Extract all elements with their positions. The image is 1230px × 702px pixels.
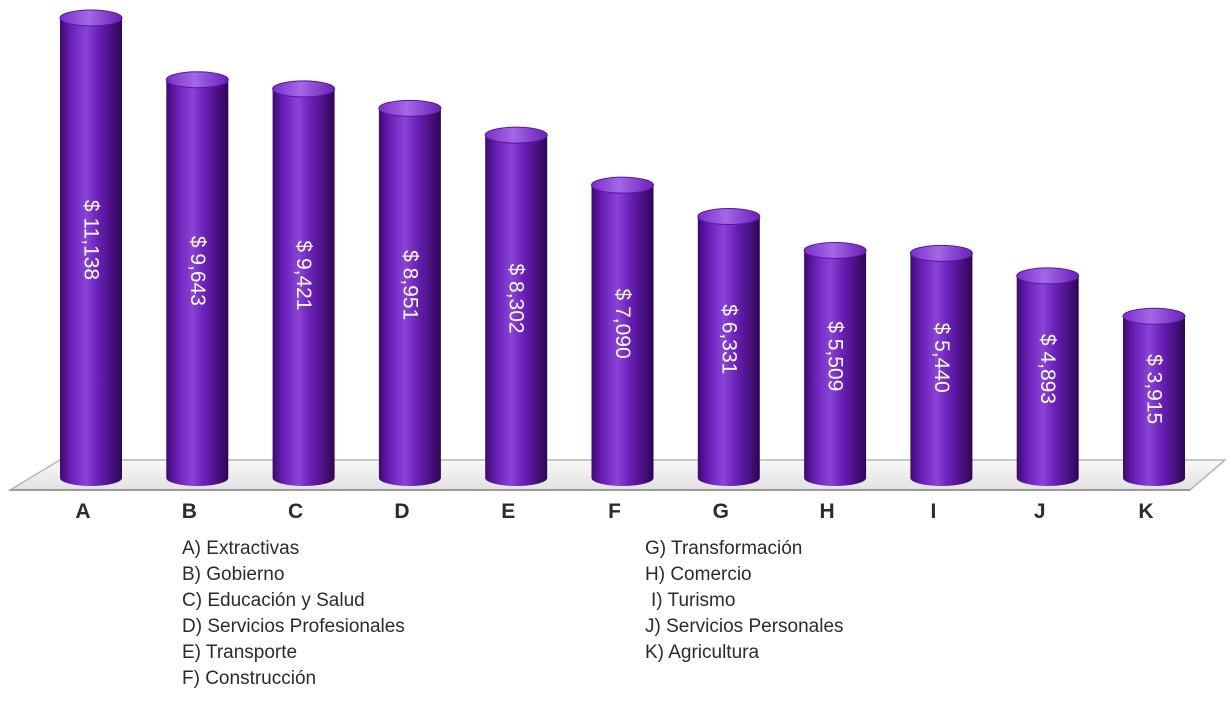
legend-left-column: A) Extractivas B) Gobierno C) Educación … [182, 536, 405, 692]
bar-value-label: $ 4,893 [1036, 334, 1059, 404]
x-tick-label: E [501, 500, 515, 523]
bar-G: $ 6,331 [697, 208, 761, 486]
bar-value-label: $ 9,643 [186, 236, 209, 306]
bar-value-label: $ 8,302 [505, 264, 528, 334]
legend-item: H) Comercio [645, 564, 752, 585]
legend-item: F) Construcción [182, 668, 317, 689]
x-tick-label: G [713, 500, 729, 523]
bar-value-label: $ 11,138 [80, 200, 103, 280]
legend-item: G) Transformación [645, 538, 803, 559]
legend-item: D) Servicios Profesionales [182, 616, 405, 637]
x-tick-label: C [288, 500, 303, 523]
legend-item: B) Gobierno [182, 564, 285, 585]
x-tick-label: K [1138, 500, 1153, 523]
bar-top [803, 241, 867, 259]
bar-value-label: $ 9,421 [292, 240, 315, 310]
x-tick-label: A [75, 500, 90, 523]
legend-item: A) Extractivas [182, 538, 300, 559]
x-tick-label: D [394, 500, 409, 523]
bar-body [378, 108, 441, 487]
bar-top [1122, 307, 1186, 325]
bar-I: $ 5,440 [909, 244, 973, 486]
bar-J: $ 4,893 [1016, 267, 1080, 486]
bar-body [910, 253, 973, 486]
x-tick-labels: A B C D E F G H I J K [75, 500, 1153, 523]
bar-top [378, 99, 442, 117]
bar-value-label: $ 8,951 [398, 250, 421, 320]
bar-value-label: $ 3,915 [1143, 354, 1166, 424]
bar-D: $ 8,951 [378, 99, 442, 487]
bar-top [484, 126, 548, 144]
legend-item: J) Servicios Personales [645, 616, 844, 637]
x-tick-label: J [1034, 500, 1046, 523]
bar-top [59, 9, 123, 27]
bar-body [804, 250, 867, 486]
bars-layer: $ 11,138 $ 9,643 $ 9,421 $ 8,951 $ 8,302 $ 7,… [59, 9, 1186, 487]
legend-item: E) Transporte [182, 642, 298, 663]
bar-body [485, 135, 548, 486]
legend-right-column: G) Transformación H) Comercio I) Turismo… [645, 536, 844, 666]
bar-value-label: $ 7,090 [611, 289, 634, 359]
bar-value-label: $ 6,331 [717, 304, 740, 374]
bar-F: $ 7,090 [591, 176, 654, 486]
bar-top [272, 80, 336, 98]
x-tick-label: B [182, 500, 197, 523]
bar-E: $ 8,302 [484, 126, 548, 486]
x-tick-label: I [930, 500, 936, 523]
bar-A: $ 11,138 [59, 9, 123, 486]
bar-top [909, 244, 973, 262]
bar-value-label: $ 5,440 [930, 323, 953, 393]
bar-value-label: $ 5,509 [824, 321, 847, 391]
bar-body [166, 79, 229, 486]
bar-B: $ 9,643 [165, 71, 229, 486]
bar-body [272, 88, 335, 486]
bar-body [591, 185, 654, 486]
bar-body [697, 216, 760, 486]
x-tick-label: F [608, 500, 621, 523]
x-tick-label: H [820, 500, 835, 523]
bar-top [1016, 267, 1080, 285]
bar-C: $ 9,421 [272, 80, 336, 486]
bar-H: $ 5,509 [803, 241, 867, 486]
bar-top [165, 71, 229, 89]
bar-top [591, 176, 654, 194]
legend-item: K) Agricultura [645, 642, 760, 663]
bar-body [1123, 316, 1185, 486]
bar-K: $ 3,915 [1122, 307, 1186, 486]
bar-body [1016, 275, 1079, 486]
bar-chart: $ 11,138 $ 9,643 $ 9,421 $ 8,951 $ 8,302 $ 7,… [7, 9, 1228, 523]
legend-item: C) Educación y Salud [182, 590, 365, 611]
bar-top [697, 208, 761, 226]
legend-item: I) Turismo [651, 590, 736, 611]
bar-body [60, 18, 122, 486]
